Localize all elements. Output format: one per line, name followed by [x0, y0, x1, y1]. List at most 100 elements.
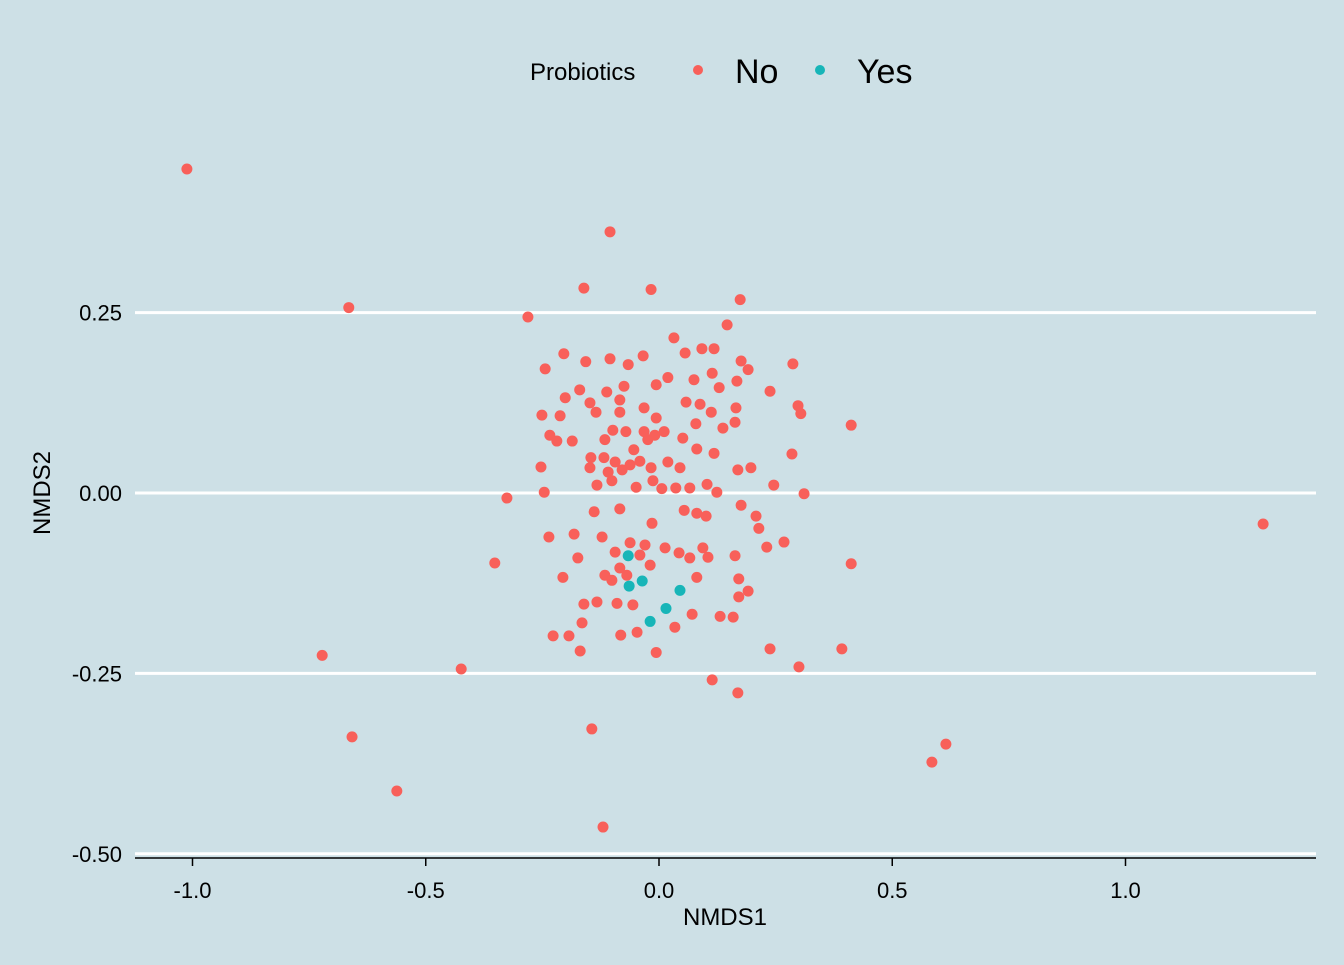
point-no: [630, 481, 642, 493]
point-no: [711, 486, 723, 498]
point-no: [677, 432, 689, 444]
point-no: [576, 617, 588, 629]
point-no: [768, 479, 780, 491]
point-no: [729, 550, 741, 562]
x-tick-label: 0.5: [877, 878, 908, 903]
point-no: [940, 738, 952, 750]
point-no: [611, 597, 623, 609]
point-no: [753, 522, 765, 534]
point-no: [634, 455, 646, 467]
point-no: [614, 562, 626, 574]
point-yes: [660, 602, 672, 614]
point-no: [624, 459, 636, 471]
point-no: [536, 409, 548, 421]
point-no: [697, 542, 709, 554]
y-tick-label: -0.25: [72, 661, 122, 686]
point-no: [597, 821, 609, 833]
point-no: [609, 546, 621, 558]
point-no: [701, 478, 713, 490]
point-no: [669, 621, 681, 633]
point-no: [559, 392, 571, 404]
point-no: [708, 343, 720, 355]
point-no: [637, 350, 649, 362]
point-no: [644, 559, 656, 571]
point-no: [578, 598, 590, 610]
point-no: [691, 571, 703, 583]
point-no: [778, 536, 790, 548]
point-no: [845, 558, 857, 570]
point-no: [620, 426, 632, 438]
point-no: [684, 552, 696, 564]
point-no: [628, 444, 640, 456]
point-no: [691, 443, 703, 455]
point-no: [1257, 518, 1269, 530]
point-no: [586, 723, 598, 735]
y-tick-label: 0.00: [79, 481, 122, 506]
point-yes: [636, 575, 648, 587]
point-no: [662, 456, 674, 468]
point-no: [742, 364, 754, 376]
point-no: [642, 434, 654, 446]
point-no: [588, 506, 600, 518]
point-no: [705, 406, 717, 418]
point-no: [621, 569, 633, 581]
point-no: [590, 406, 602, 418]
point-no: [706, 367, 718, 379]
point-no: [614, 394, 626, 406]
point-no: [606, 475, 618, 487]
point-no: [607, 424, 619, 436]
y-axis-ticks: 0.25 0.00 -0.25 -0.50: [72, 301, 122, 867]
point-yes: [674, 584, 686, 596]
point-no: [591, 596, 603, 608]
point-no: [656, 483, 668, 495]
point-no: [786, 448, 798, 460]
point-no: [543, 531, 555, 543]
point-yes: [622, 550, 634, 562]
x-tick-label: -1.0: [174, 878, 212, 903]
point-no: [836, 643, 848, 655]
point-no: [391, 785, 403, 797]
point-no: [727, 611, 739, 623]
point-no: [601, 386, 613, 398]
point-no: [624, 537, 636, 549]
point-no: [761, 541, 773, 553]
y-tick-label: 0.25: [79, 301, 122, 326]
gridlines: [135, 311, 1316, 856]
legend: Probiotics No Yes: [530, 53, 912, 91]
point-no: [646, 517, 658, 529]
point-no: [662, 372, 674, 384]
point-no: [686, 608, 698, 620]
point-no: [551, 435, 563, 447]
point-no: [346, 731, 358, 743]
point-no: [316, 649, 328, 661]
point-no: [598, 452, 610, 464]
point-no: [572, 552, 584, 564]
point-no: [684, 482, 696, 494]
point-no: [558, 348, 570, 360]
point-no: [585, 452, 597, 464]
point-no: [658, 426, 670, 438]
point-no: [674, 462, 686, 474]
point-no: [609, 456, 621, 468]
point-no: [647, 475, 659, 487]
x-axis-label: NMDS1: [683, 904, 767, 931]
point-no: [795, 408, 807, 420]
point-no: [639, 539, 651, 551]
point-no: [696, 343, 708, 355]
point-no: [732, 687, 744, 699]
x-tick-label: -0.5: [407, 878, 445, 903]
point-no: [673, 547, 685, 559]
point-no: [735, 499, 747, 511]
point-no: [538, 486, 550, 498]
point-no: [845, 419, 857, 431]
x-tick-label: 0.0: [644, 878, 675, 903]
point-no: [584, 462, 596, 474]
point-no: [631, 626, 643, 638]
point-no: [501, 492, 513, 504]
point-no: [591, 479, 603, 491]
point-no: [742, 585, 754, 597]
point-no: [659, 542, 671, 554]
point-no: [702, 551, 714, 563]
point-no: [566, 435, 578, 447]
